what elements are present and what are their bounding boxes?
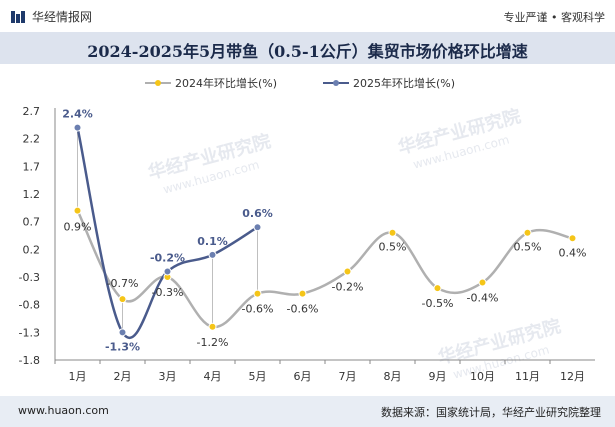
x-tick-label: 8月: [384, 370, 402, 383]
point-2024: [208, 322, 217, 331]
point-2024: [433, 284, 442, 293]
point-2025: [208, 250, 217, 259]
series-layer: [73, 123, 577, 340]
y-tick-label: 1.2: [23, 188, 41, 201]
footer-source: 数据来源：国家统计局，华经产业研究院整理: [381, 406, 601, 419]
data-label-2024: -0.2%: [332, 280, 364, 293]
y-tick-label: 2.2: [23, 133, 41, 146]
axes: 2.7 2.2 1.7 1.2 0.7 0.2 -0.3 -0.8 -1.3 -1.8 1月 2月 3月…: [19, 105, 595, 383]
x-tick-label: 10月: [470, 370, 495, 383]
y-tick-label: 1.7: [23, 160, 41, 173]
legend-marker: [155, 80, 161, 86]
chart: 华经产业研究院www.huaon.com华经产业研究院www.huaon.com…: [19, 76, 595, 383]
series-line-2024: [76, 210, 573, 329]
x-tick-label: 5月: [249, 370, 267, 383]
y-tick-label: -0.8: [19, 299, 40, 312]
footer-website: www.huaon.com: [18, 404, 109, 417]
data-label-2024: -0.7%: [107, 277, 139, 290]
data-label-2025: 0.1%: [197, 235, 228, 248]
labels-layer: 0.9% -0.7% -0.3% -1.2% -0.6% -0.6% -0.2% 0.5% -0…: [62, 108, 586, 354]
data-label-2024: 0.9%: [64, 221, 92, 234]
x-tick-label: 12月: [560, 370, 585, 383]
x-tick-label: 9月: [429, 370, 447, 383]
y-tick-label: -1.3: [19, 326, 40, 339]
point-2025: [163, 267, 172, 276]
point-2024: [343, 267, 352, 276]
brand-name: 华经情报网: [32, 10, 93, 24]
legend-label: 2025年环比增长(%): [353, 76, 455, 90]
data-label-2024: 0.5%: [379, 241, 407, 254]
point-2024: [478, 278, 487, 287]
data-label-2024: 0.5%: [514, 241, 542, 254]
y-tick-label: 0.2: [23, 243, 41, 256]
x-tick-label: 3月: [159, 370, 177, 383]
point-2024: [298, 289, 307, 298]
data-label-2025: -0.2%: [150, 251, 185, 264]
brand: 华经情报网: [10, 8, 92, 25]
point-2024: [523, 228, 532, 237]
top-bar: 华经情报网 专业严谨 • 客观科学: [0, 0, 615, 32]
data-label-2024: -0.6%: [242, 303, 274, 316]
point-2024: [568, 234, 577, 243]
legend: 2024年环比增长(%) 2025年环比增长(%): [145, 76, 455, 90]
point-2025: [118, 328, 127, 337]
data-label-2024: -0.5%: [422, 297, 454, 310]
point-2025: [253, 223, 262, 232]
y-tick-label: -0.3: [19, 271, 40, 284]
footer: www.huaon.com 数据来源：国家统计局，华经产业研究院整理: [0, 396, 615, 427]
data-label-2025: -1.3%: [105, 340, 140, 353]
x-tick-label: 11月: [515, 370, 540, 383]
chart-title: 2024-2025年5月带鱼（0.5-1公斤）集贸市场价格环比增速: [87, 42, 528, 61]
point-2024: [118, 295, 127, 304]
point-2024: [253, 289, 262, 298]
y-tick-label: 0.7: [23, 216, 41, 229]
y-tick-label: 2.7: [23, 105, 41, 118]
data-label-2024: -0.3%: [152, 286, 184, 299]
title-band: 2024-2025年5月带鱼（0.5-1公斤）集贸市场价格环比增速: [0, 32, 615, 64]
x-tick-label: 7月: [339, 370, 357, 383]
data-label-2024: -1.2%: [197, 336, 229, 349]
x-tick-label: 4月: [204, 370, 222, 383]
logo-icon: [11, 10, 25, 23]
point-2025: [73, 123, 82, 132]
tagline: 专业严谨 • 客观科学: [503, 11, 605, 24]
x-tick-label: 2月: [114, 370, 132, 383]
data-label-2024: -0.6%: [287, 303, 319, 316]
data-label-2024: 0.4%: [559, 246, 587, 259]
legend-label: 2024年环比增长(%): [175, 76, 277, 90]
data-label-2025: 2.4%: [62, 108, 93, 121]
x-tick-label: 6月: [294, 370, 312, 383]
point-2024: [388, 228, 397, 237]
point-2024: [73, 206, 82, 215]
y-tick-label: -1.8: [19, 354, 40, 367]
legend-marker: [333, 80, 339, 86]
data-label-2025: 0.6%: [242, 207, 273, 220]
data-label-2024: -0.4%: [467, 292, 499, 305]
x-tick-label: 1月: [69, 370, 87, 383]
